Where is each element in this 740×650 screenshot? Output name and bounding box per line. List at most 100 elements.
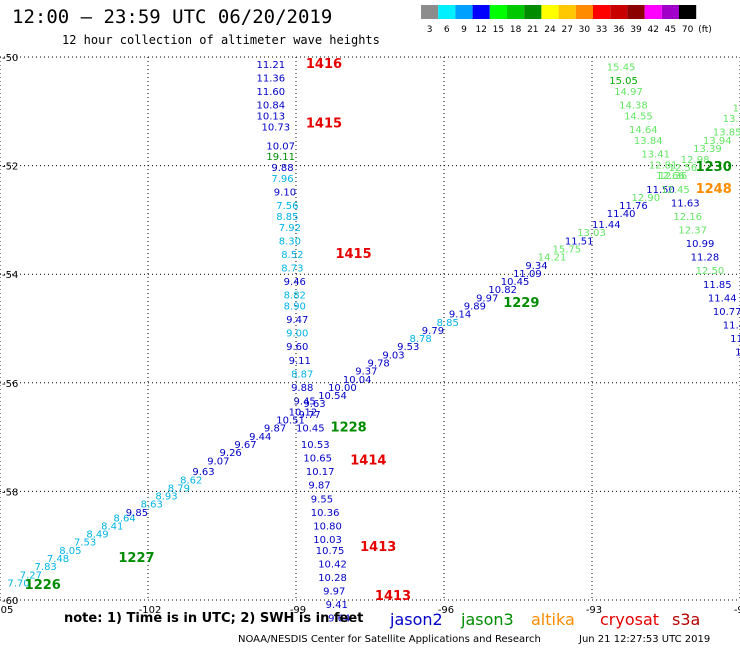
swh-value: 9.60: [286, 342, 308, 353]
swh-value: 9.67: [234, 440, 256, 451]
legend-label-33: 33: [596, 25, 607, 35]
legend-label-42: 42: [647, 25, 658, 35]
y-tick-label: -54: [2, 270, 18, 281]
swh-value: 10.65: [303, 454, 332, 465]
swh-value: 8.85: [437, 318, 459, 329]
legend-swatch-15: [489, 5, 507, 19]
swh-value: 10.80: [313, 521, 342, 532]
swh-value: 14.21: [538, 253, 567, 264]
swh-value: 10.77: [713, 307, 740, 318]
swh-value: 8.78: [409, 334, 431, 345]
pass-label: 1414: [350, 453, 386, 468]
swh-value: 11.: [730, 334, 740, 345]
legend-swatch-18: [507, 5, 525, 19]
swh-value: 8.52: [281, 250, 303, 261]
swh-value: 12.81: [649, 160, 678, 171]
swh-value: 7.53: [74, 538, 96, 549]
legend-label-24: 24: [544, 25, 556, 35]
page-subtitle: 12 hour collection of altimeter wave hei…: [62, 33, 380, 47]
swh-value: 7.70: [7, 578, 29, 589]
legend-label-9: 9: [461, 25, 467, 35]
pass-label: 1413: [360, 540, 396, 555]
swh-value: 13.85: [713, 128, 740, 139]
pass-label: 1415: [306, 117, 342, 132]
swh-value: 8.62: [180, 475, 202, 486]
swh-value: 11.85: [703, 280, 732, 291]
footer-credit: NOAA/NESDIS Center for Satellite Applica…: [238, 634, 541, 645]
legend-swatch-21: [524, 5, 542, 19]
swh-value: 9.46: [284, 277, 306, 288]
pass-label: 1248: [696, 182, 732, 197]
swh-value: 11.50: [646, 185, 675, 196]
legend-label-18: 18: [510, 25, 522, 35]
swh-value: 11.40: [607, 209, 636, 220]
legend-label-30: 30: [579, 25, 591, 35]
swh-value: 15.45: [607, 63, 636, 74]
swh-value: 9.00: [286, 329, 308, 340]
swh-value: 13.7: [723, 114, 740, 125]
swh-value: 8.82: [284, 291, 306, 302]
satellite-altika-label: altika: [531, 610, 575, 629]
legend-label-36: 36: [613, 25, 625, 35]
satellite-jason3-label: jason3: [461, 610, 514, 629]
swh-value: 11.51: [565, 236, 594, 247]
swh-value: 9.79: [422, 326, 444, 337]
swh-value: 8.87: [291, 369, 313, 380]
legend-unit: (ft): [698, 25, 712, 35]
swh-value: 7.56: [276, 201, 298, 212]
swh-value: 9.87: [308, 481, 330, 492]
x-tick-label: -105: [0, 605, 13, 616]
swh-value: 11.60: [257, 87, 286, 98]
swh-value: 9.88: [271, 163, 293, 174]
swh-value: 10.28: [318, 573, 347, 584]
x-tick-label: -99: [290, 605, 306, 616]
swh-value: 14.97: [614, 87, 643, 98]
legend-swatch-27: [558, 5, 576, 19]
swh-value: 14.55: [624, 111, 653, 122]
swh-value: 9.97: [323, 587, 345, 598]
x-tick-label: -90: [734, 605, 740, 616]
swh-value: 11.21: [257, 60, 286, 71]
swh-value: 10.03: [313, 535, 342, 546]
legend-swatch-30: [575, 5, 593, 19]
legend-swatch-24: [541, 5, 559, 19]
swh-value: 12.90: [631, 193, 660, 204]
swh-value: 15.05: [609, 76, 638, 87]
swh-value: 14.64: [629, 125, 658, 136]
swh-value: 9.85: [126, 508, 148, 519]
swh-value: 12.56: [668, 163, 697, 174]
legend-label-6: 6: [444, 25, 450, 35]
swh-value: 12.50: [696, 266, 725, 277]
pass-label: 1413: [375, 589, 411, 604]
swh-value: 8.05: [59, 546, 81, 557]
swh-value: 11.4: [723, 321, 740, 332]
swh-value: 12.16: [673, 212, 702, 223]
swh-value: 9.88: [291, 383, 313, 394]
swh-value: 9.37: [355, 367, 377, 378]
legend-label-45: 45: [665, 25, 676, 35]
swh-value: 7.48: [47, 554, 69, 565]
swh-value: 9.78: [368, 359, 390, 370]
legend-swatch-12: [472, 5, 490, 19]
swh-value: 9.63: [303, 399, 325, 410]
swh-value: 13.03: [577, 228, 606, 239]
swh-value: 10.45: [296, 424, 325, 435]
swh-value: 9.63: [192, 467, 214, 478]
swh-value: 9.07: [207, 456, 229, 467]
legend-swatch-45: [661, 5, 679, 19]
swh-value: 9.45: [294, 397, 316, 408]
swh-value: 14.38: [619, 101, 648, 112]
swh-value: 12.98: [681, 155, 710, 166]
swh-value: 10.42: [318, 559, 347, 570]
swh-value: 8.85: [276, 212, 298, 223]
y-tick-label: -56: [2, 379, 18, 390]
swh-value: 10.07: [266, 141, 295, 152]
swh-value: 10.12: [289, 407, 318, 418]
swh-value: 9.64: [328, 614, 350, 625]
swh-value: 10.45: [501, 277, 530, 288]
swh-value: 11.09: [513, 269, 542, 280]
swh-value: 12.36: [659, 171, 688, 182]
swh-value: 9.87: [264, 424, 286, 435]
swh-value: 8.90: [284, 301, 306, 312]
swh-value: 9.03: [382, 350, 404, 361]
